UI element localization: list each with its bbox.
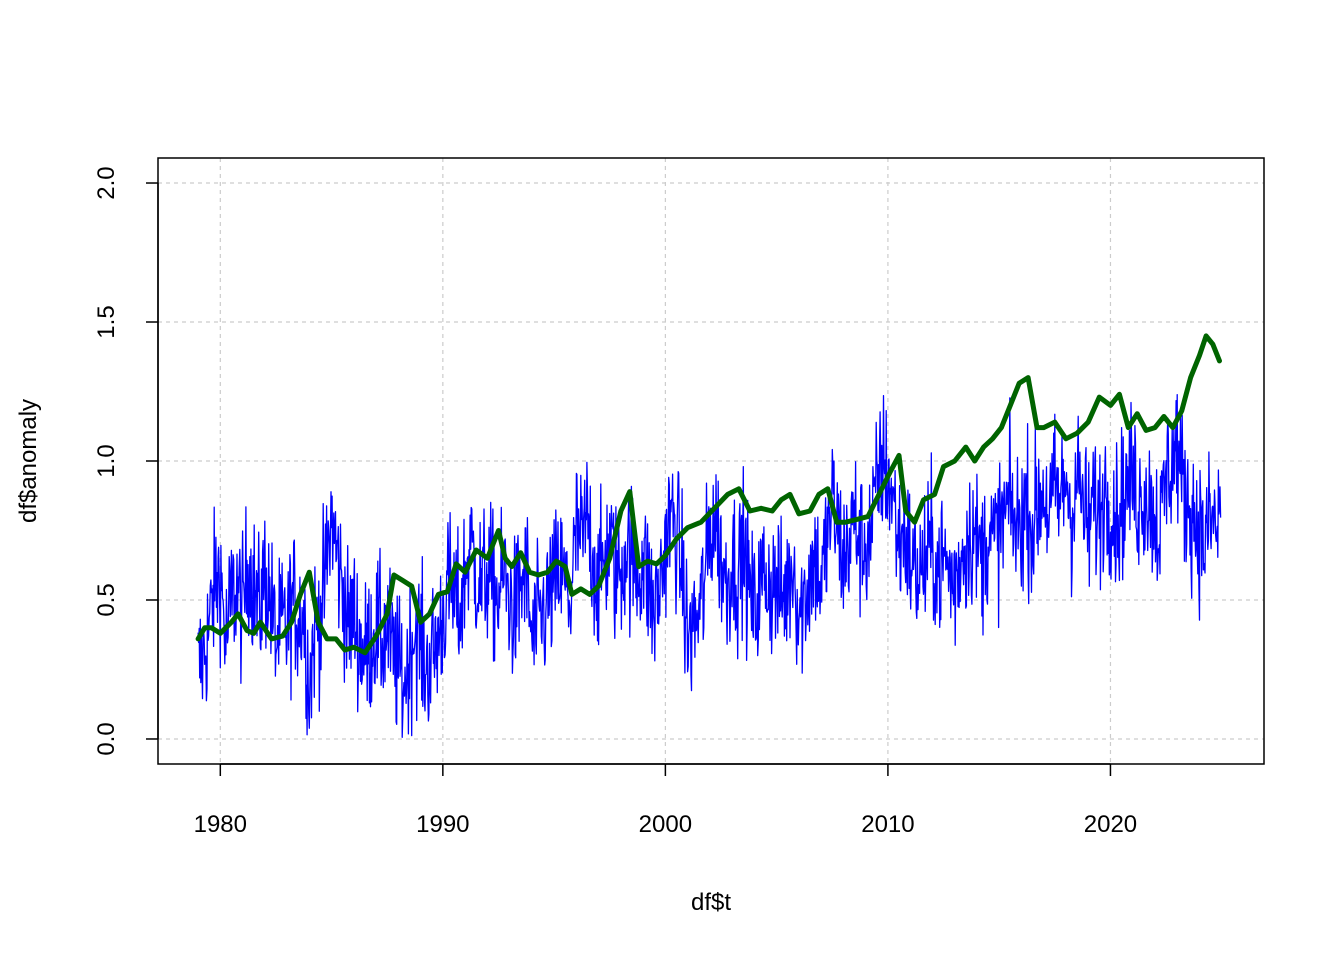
y-axis: 0.0 0.5 1.0 1.5 2.0	[93, 166, 159, 756]
x-tick-label: 1980	[194, 811, 247, 838]
x-tick-label: 2020	[1084, 811, 1137, 838]
anomaly-smoothed-series	[195, 333, 1222, 656]
y-axis-label: df$anomaly	[15, 399, 42, 523]
grid	[158, 158, 1264, 764]
x-axis: 1980 1990 2000 2010 2020	[194, 763, 1137, 838]
y-tick-label: 0.0	[93, 722, 120, 755]
y-tick-label: 2.0	[93, 166, 120, 199]
raw-anomaly-line	[197, 394, 1222, 738]
x-tick-label: 2000	[639, 811, 692, 838]
x-tick-label: 2010	[861, 811, 914, 838]
x-tick-label: 1990	[416, 811, 469, 838]
anomaly-raw-series	[197, 394, 1222, 738]
y-tick-label: 1.0	[93, 444, 120, 477]
y-tick-label: 0.5	[93, 583, 120, 616]
smoothed-anomaly-line	[195, 333, 1222, 656]
x-axis-label: df$t	[691, 889, 731, 916]
y-tick-label: 1.5	[93, 305, 120, 338]
